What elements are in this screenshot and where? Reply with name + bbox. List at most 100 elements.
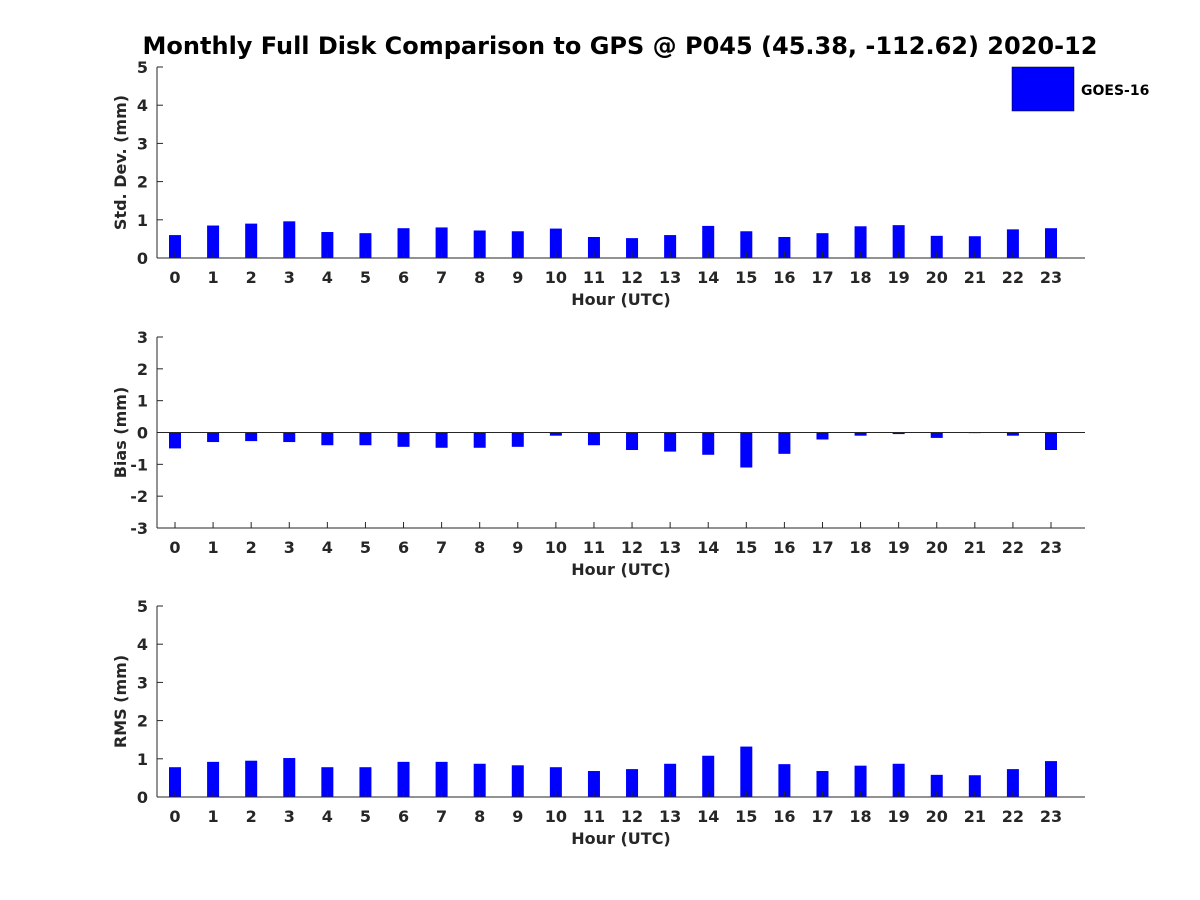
bias-bar-hour-12 (626, 432, 639, 451)
rms-y-tick-label: 3 (137, 673, 148, 692)
bias-x-tick-label: 16 (773, 538, 795, 557)
rms-y-tick-label: 0 (137, 788, 148, 807)
std-dev-bar-hour-9 (511, 231, 524, 258)
rms-x-tick-label: 19 (888, 807, 910, 826)
std-dev-bar-hour-17 (816, 233, 829, 258)
rms-bar-hour-18 (854, 765, 867, 797)
bias-x-tick-label: 13 (659, 538, 681, 557)
rms-bar-hour-19 (892, 763, 905, 797)
rms-x-tick-label: 21 (964, 807, 986, 826)
std-dev-x-axis-label: Hour (UTC) (571, 290, 671, 309)
legend-label: GOES-16 (1081, 83, 1149, 99)
rms-y-axis-label: RMS (mm) (111, 655, 130, 748)
rms-x-tick-label: 22 (1002, 807, 1024, 826)
bias-x-tick-label: 2 (246, 538, 257, 557)
std-dev-y-tick-label: 5 (137, 58, 148, 77)
std-dev-bar-hour-7 (435, 227, 448, 258)
std-dev-x-tick-label: 1 (208, 268, 219, 287)
std-dev-x-tick-label: 20 (926, 268, 948, 287)
bias-bar-hour-4 (321, 432, 334, 446)
rms-y-tick-label: 1 (137, 750, 148, 769)
rms-x-tick-label: 23 (1040, 807, 1062, 826)
rms-bar-hour-2 (245, 760, 258, 797)
std-dev-x-tick-label: 0 (169, 268, 180, 287)
rms-x-tick-label: 7 (436, 807, 447, 826)
bias-y-tick-label: 1 (137, 392, 148, 411)
bias-bar-hour-6 (397, 432, 410, 447)
rms-x-tick-label: 6 (398, 807, 409, 826)
bias-y-tick-label: 2 (137, 360, 148, 379)
bias-bar-hour-15 (740, 432, 753, 468)
rms-y-tick-label: 4 (137, 635, 148, 654)
bias-bar-hour-10 (549, 432, 562, 436)
rms-bar-hour-3 (283, 758, 296, 797)
bias-y-tick-label: -3 (130, 519, 148, 538)
rms-x-tick-label: 18 (849, 807, 871, 826)
std-dev-x-tick-label: 17 (811, 268, 833, 287)
bias-bar-hour-16 (778, 432, 791, 454)
std-dev-x-tick-label: 21 (964, 268, 986, 287)
rms-bar-hour-6 (397, 761, 410, 797)
rms-x-tick-label: 13 (659, 807, 681, 826)
std-dev-bar-hour-19 (892, 225, 905, 258)
bias-x-tick-label: 12 (621, 538, 643, 557)
bias-x-tick-label: 23 (1040, 538, 1062, 557)
std-dev-x-tick-label: 2 (246, 268, 257, 287)
bias-bar-hour-5 (359, 432, 372, 446)
rms-x-tick-label: 1 (208, 807, 219, 826)
std-dev-bar-hour-2 (245, 223, 258, 258)
bias-x-tick-label: 6 (398, 538, 409, 557)
std-dev-x-tick-label: 11 (583, 268, 605, 287)
rms-x-tick-label: 8 (474, 807, 485, 826)
bias-bar-hour-23 (1045, 432, 1057, 451)
std-dev-bar-hour-23 (1045, 228, 1057, 258)
std-dev-bar-hour-22 (1006, 229, 1019, 258)
std-dev-x-tick-label: 8 (474, 268, 485, 287)
bias-bar-hour-17 (816, 432, 829, 440)
std-dev-bar-hour-21 (968, 236, 981, 258)
bias-y-tick-label: 3 (137, 328, 148, 347)
std-dev-y-tick-label: 3 (137, 134, 148, 153)
std-dev-x-tick-label: 9 (512, 268, 523, 287)
rms-bar-hour-12 (626, 769, 639, 797)
std-dev-x-tick-label: 4 (322, 268, 333, 287)
rms-x-tick-label: 20 (926, 807, 948, 826)
std-dev-x-tick-label: 18 (849, 268, 871, 287)
rms-bar-hour-4 (321, 767, 334, 797)
legend: GOES-16 (1011, 66, 1149, 112)
chart-title: Monthly Full Disk Comparison to GPS @ P0… (143, 32, 1098, 60)
std-dev-bar-hour-16 (778, 236, 791, 258)
std-dev-bar-hour-1 (207, 225, 220, 258)
std-dev-x-tick-label: 5 (360, 268, 371, 287)
std-dev-y-tick-label: 4 (137, 96, 148, 115)
bias-bar-hour-8 (473, 432, 486, 448)
rms-bar-hour-7 (435, 761, 448, 797)
bias-x-axis-label: Hour (UTC) (571, 560, 671, 579)
rms-bar-hour-13 (664, 763, 677, 797)
rms-bar-hour-21 (968, 775, 981, 797)
bias-x-tick-label: 15 (735, 538, 757, 557)
rms-bar-hour-22 (1006, 769, 1019, 797)
rms-y-tick-label: 5 (137, 597, 148, 616)
bias-y-tick-label: -2 (130, 487, 148, 506)
rms-x-tick-label: 12 (621, 807, 643, 826)
bias-bar-hour-9 (511, 432, 524, 447)
std-dev-x-tick-label: 16 (773, 268, 795, 287)
bias-x-tick-label: 19 (888, 538, 910, 557)
bias-x-tick-label: 0 (169, 538, 180, 557)
bias-bar-hour-3 (283, 432, 296, 443)
bias-bar-hour-7 (435, 432, 448, 448)
bias-bar-hour-1 (207, 432, 220, 443)
rms-bar-hour-0 (169, 767, 181, 797)
rms-bar-hour-1 (207, 761, 220, 797)
std-dev-x-tick-label: 19 (888, 268, 910, 287)
std-dev-x-tick-label: 12 (621, 268, 643, 287)
std-dev-bar-hour-15 (740, 231, 753, 258)
std-dev-y-tick-label: 0 (137, 249, 148, 268)
std-dev-bar-hour-4 (321, 232, 334, 258)
bias-x-tick-label: 9 (512, 538, 523, 557)
std-dev-x-tick-label: 13 (659, 268, 681, 287)
